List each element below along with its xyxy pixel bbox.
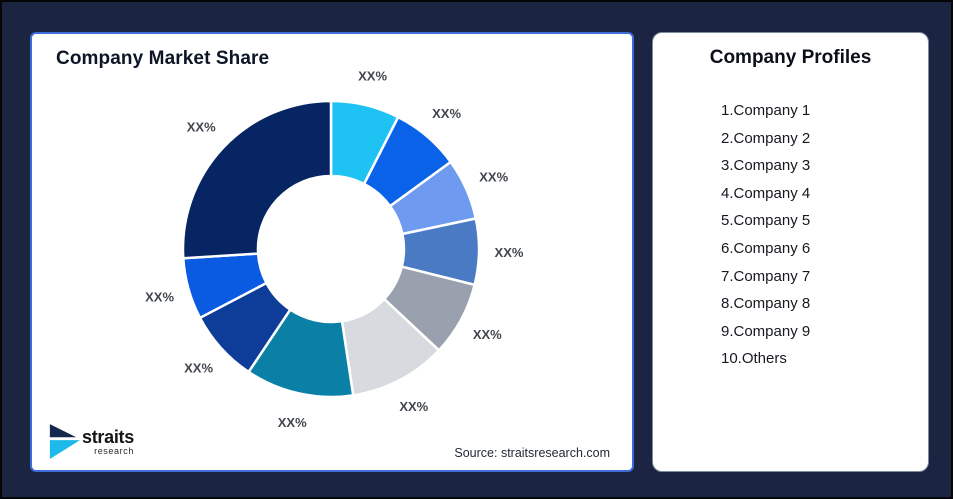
logo-text: straits research <box>82 428 134 456</box>
source-text: Source: straitsresearch.com <box>454 446 610 460</box>
segment-label-5: XX% <box>473 327 502 342</box>
donut-chart: XX% XX% XX% XX% XX% XX% XX% XX% XX% XX% <box>145 68 524 430</box>
market-share-card: XX% XX% XX% XX% XX% XX% XX% XX% XX% XX% Company M… <box>30 32 634 472</box>
segment-label-8: XX% <box>184 361 213 376</box>
segment-label-6: XX% <box>399 399 428 414</box>
company-list-item: 7.Company 7 <box>721 267 811 285</box>
company-list: 1.Company 1 2.Company 2 3.Company 3 4.Compa… <box>721 97 918 373</box>
company-list-item: 8.Company 8 <box>721 295 811 313</box>
segment-label-9: XX% <box>145 290 174 305</box>
company-list-item: 9.Company 9 <box>721 322 811 340</box>
donut-segment-10 <box>181 99 333 260</box>
company-list-item: 10.Others <box>721 350 787 368</box>
company-list-item: 3.Company 3 <box>721 157 811 175</box>
segment-label-3: XX% <box>479 169 508 184</box>
segment-label-7: XX% <box>278 415 307 430</box>
logo-text-straits: straits <box>82 427 134 447</box>
segment-label-2: XX% <box>432 106 461 121</box>
segment-label-10: XX% <box>187 120 216 135</box>
segment-label-1: XX% <box>358 68 387 83</box>
profiles-title: Company Profiles <box>709 47 872 68</box>
company-list-item: 5.Company 5 <box>721 212 811 230</box>
chart-title: Company Market Share <box>56 48 270 69</box>
company-list-item: 2.Company 2 <box>721 129 811 147</box>
company-profiles-card: Company Profiles 1.Company 1 2.Company 2 3… <box>652 32 929 472</box>
logo-text-research: research <box>94 446 134 456</box>
company-list-item: 4.Company 4 <box>721 184 811 202</box>
straits-research-logo: straits research <box>48 422 134 462</box>
segment-label-4: XX% <box>495 245 524 260</box>
company-list-item: 6.Company 6 <box>721 239 811 257</box>
company-list-item: 1.Company 1 <box>721 102 811 119</box>
straits-logo-icon <box>49 424 80 459</box>
